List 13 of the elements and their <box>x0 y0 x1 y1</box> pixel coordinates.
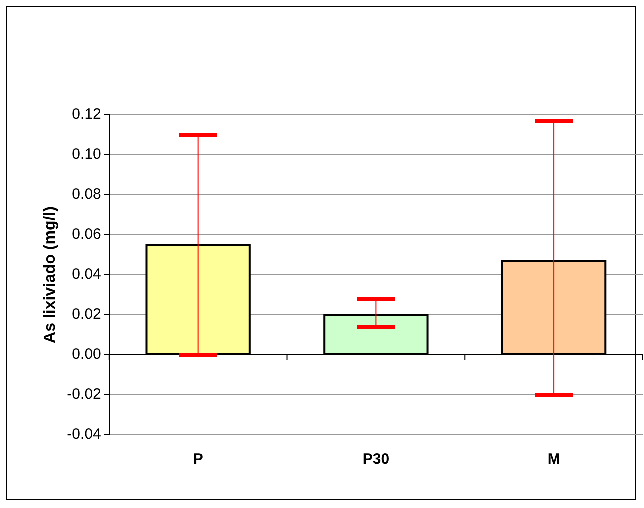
y-tick-label: 0.12 <box>72 106 102 124</box>
y-tick-label: 0.00 <box>72 346 102 364</box>
y-tick-label: 0.06 <box>72 226 102 244</box>
y-tick-label: -0.04 <box>67 426 102 444</box>
y-tick-label: 0.08 <box>72 186 102 204</box>
y-tick-label: 0.10 <box>72 146 102 164</box>
y-tick-label: 0.02 <box>72 306 102 324</box>
x-tick-label: M <box>548 451 560 468</box>
y-tick-label: -0.02 <box>67 386 102 404</box>
y-tick-label: 0.04 <box>72 266 102 284</box>
y-axis-title: As lixiviado (mg/l) <box>42 206 60 344</box>
x-tick-label: P <box>193 451 204 468</box>
x-tick-label: P30 <box>362 451 390 468</box>
